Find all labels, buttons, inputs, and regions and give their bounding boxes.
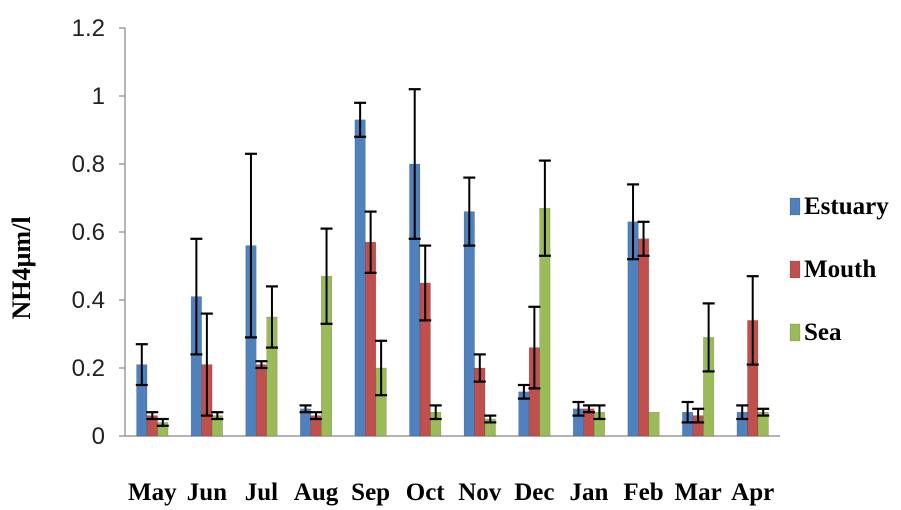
axes <box>124 28 780 437</box>
y-tick-label: 0.2 <box>72 355 105 382</box>
x-tick-label: Dec <box>514 479 554 506</box>
legend: Estuary Mouth Sea <box>789 193 889 346</box>
x-tick-label: May <box>128 479 177 506</box>
x-tick-label: Feb <box>623 479 663 506</box>
x-tick-label: Sep <box>351 479 390 506</box>
legend-label-estuary: Estuary <box>804 193 889 220</box>
x-tick-label: Aug <box>294 479 339 506</box>
legend-swatch-estuary <box>789 197 801 216</box>
y-tick-label: 0.6 <box>72 219 105 246</box>
y-tick-label: 0.8 <box>72 151 105 178</box>
y-axis-label: NH4µm/l <box>7 216 36 319</box>
x-tick-label: Mar <box>675 479 722 506</box>
y-tick-label: 1.2 <box>72 15 105 42</box>
x-tick-label: Jun <box>187 479 227 506</box>
y-tick-label: 0.4 <box>72 287 105 314</box>
legend-swatch-sea <box>789 323 801 342</box>
bar-sea-feb <box>648 411 660 437</box>
x-tick-label: Apr <box>731 479 774 506</box>
y-axis-ticks: 0 0.2 0.4 0.6 0.8 1 1.2 <box>72 15 125 450</box>
error-bars <box>135 88 770 427</box>
x-tick-label: Oct <box>406 479 446 506</box>
bar-estuary-sep <box>354 119 366 437</box>
x-tick-label: Jan <box>570 479 609 506</box>
legend-label-mouth: Mouth <box>804 256 876 283</box>
bar-mouth-feb <box>638 238 650 437</box>
x-tick-label: Nov <box>458 479 502 506</box>
legend-label-sea: Sea <box>804 319 842 346</box>
legend-swatch-mouth <box>789 260 801 279</box>
y-tick-label: 0 <box>92 423 105 450</box>
bar-mouth-jul <box>255 364 267 437</box>
x-tick-label: Jul <box>245 479 278 506</box>
bars <box>136 119 769 437</box>
y-tick-label: 1 <box>92 83 105 110</box>
x-axis-labels: May Jun Jul Aug Sep Oct Nov Dec Jan Feb Mar Apr <box>128 479 774 506</box>
